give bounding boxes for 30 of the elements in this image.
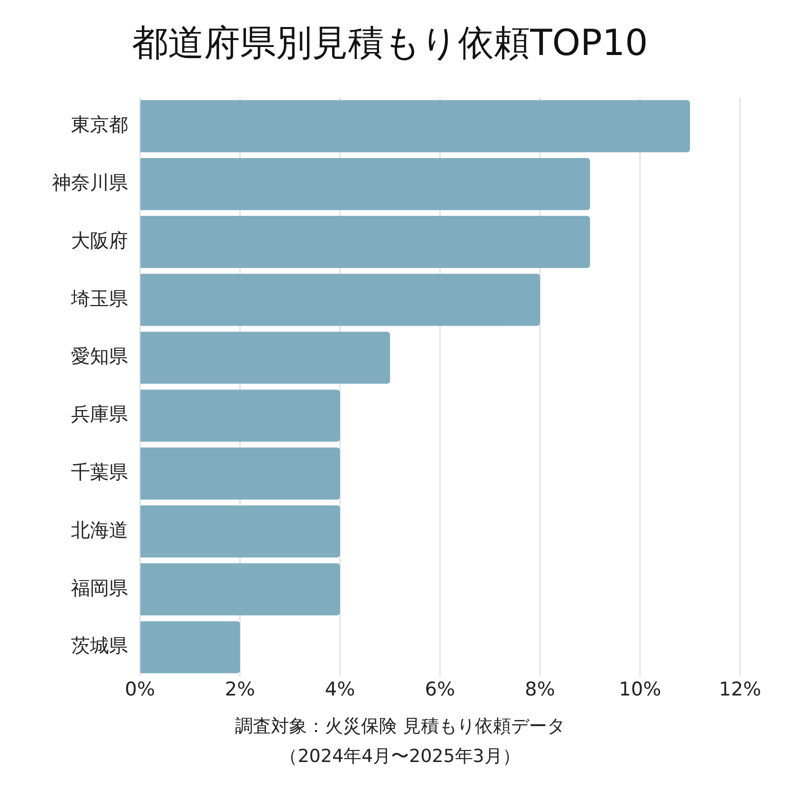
y-tick-label: 茨城県 bbox=[71, 635, 128, 658]
y-tick-label: 北海道 bbox=[71, 519, 128, 542]
bar bbox=[140, 158, 590, 210]
bar bbox=[140, 100, 690, 152]
y-tick-label: 埼玉県 bbox=[70, 288, 128, 310]
x-tick-label: 12% bbox=[718, 678, 762, 701]
bar bbox=[140, 390, 340, 442]
y-tick-label: 神奈川県 bbox=[52, 172, 128, 194]
bar bbox=[140, 621, 240, 674]
y-tick-label: 千葉県 bbox=[71, 461, 128, 484]
y-tick-label: 福岡県 bbox=[71, 577, 128, 600]
x-tick-label: 0% bbox=[124, 678, 156, 701]
chart-title: 都道府県別見積もり依頼TOP10 bbox=[132, 22, 648, 64]
y-tick-label: 東京都 bbox=[71, 114, 128, 136]
y-tick-label: 兵庫県 bbox=[71, 404, 128, 426]
y-tick-label: 大阪府 bbox=[71, 230, 128, 252]
x-tick-label: 4% bbox=[324, 678, 356, 701]
bar bbox=[140, 563, 340, 616]
bar bbox=[140, 216, 590, 268]
bar bbox=[140, 274, 540, 326]
text: （2024年4月〜2025年3月） bbox=[278, 745, 522, 769]
text: 調査対象：火災保険 見積もり依頼データ bbox=[234, 715, 566, 739]
bar bbox=[140, 332, 390, 384]
bar bbox=[140, 447, 340, 500]
y-tick-label: 愛知県 bbox=[71, 346, 128, 368]
bar bbox=[140, 505, 340, 558]
x-tick-label: 6% bbox=[424, 678, 456, 701]
x-tick-label: 10% bbox=[618, 678, 662, 701]
x-tick-label: 2% bbox=[224, 678, 256, 701]
x-tick-label: 8% bbox=[524, 678, 556, 701]
